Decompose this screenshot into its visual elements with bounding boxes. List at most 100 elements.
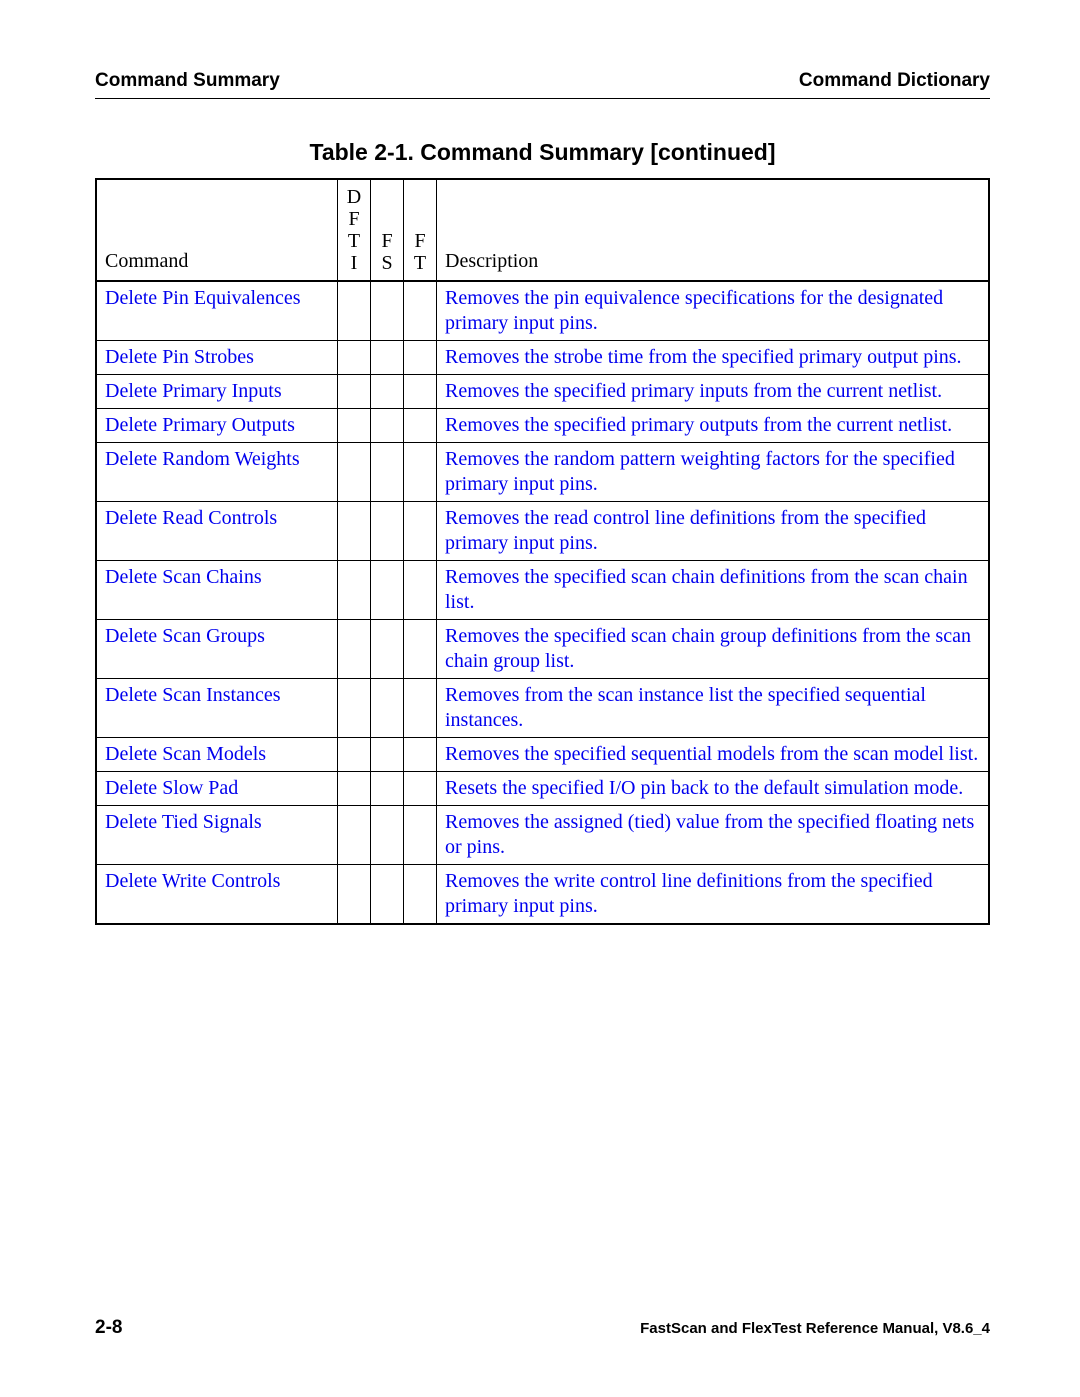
- col-description: Description: [437, 179, 990, 281]
- cell-command: Delete Slow Pad: [96, 772, 338, 806]
- command-link[interactable]: Delete Pin Strobes: [105, 346, 254, 368]
- command-summary-table: Command D F T I F S F T Description Dele…: [95, 178, 990, 925]
- table-row: Delete Slow Pad Resets the specified I/O …: [96, 772, 989, 806]
- description-text: Removes the assigned (tied) value from t…: [445, 811, 974, 858]
- command-link[interactable]: Delete Random Weights: [105, 448, 300, 470]
- table-row: Delete Pin Strobes Removes the strobe tim…: [96, 341, 989, 375]
- command-link[interactable]: Delete Primary Outputs: [105, 414, 295, 436]
- cell-dfti: [338, 502, 371, 561]
- table-row: Delete Primary Inputs Removes the specifi…: [96, 375, 989, 409]
- cell-ft: [404, 738, 437, 772]
- command-link[interactable]: Delete Primary Inputs: [105, 380, 282, 402]
- cell-dfti: [338, 620, 371, 679]
- cell-fs: [371, 375, 404, 409]
- cell-fs: [371, 409, 404, 443]
- table-row: Delete Scan Models Removes the specified …: [96, 738, 989, 772]
- cell-description: Removes the write control line definitio…: [437, 865, 990, 925]
- cell-description: Removes the strobe time from the specifi…: [437, 341, 990, 375]
- cell-ft: [404, 806, 437, 865]
- cell-command: Delete Tied Signals: [96, 806, 338, 865]
- command-link[interactable]: Delete Tied Signals: [105, 811, 262, 833]
- table-row: Delete Tied Signals Removes the assigned …: [96, 806, 989, 865]
- description-text: Removes the pin equivalence specificatio…: [445, 287, 943, 334]
- footer-manual: FastScan and FlexTest Reference Manual, …: [640, 1320, 990, 1337]
- cell-ft: [404, 443, 437, 502]
- cell-dfti: [338, 806, 371, 865]
- page: Command Summary Command Dictionary Table…: [0, 0, 1080, 1397]
- description-text: Removes the specified sequential models …: [445, 743, 978, 765]
- table-row: Delete Primary Outputs Removes the specif…: [96, 409, 989, 443]
- cell-fs: [371, 281, 404, 341]
- footer-page: 2-8: [95, 1317, 122, 1339]
- description-text: Removes the read control line definition…: [445, 507, 926, 554]
- col-fs: F S: [371, 179, 404, 281]
- description-text: Removes the specified scan chain definit…: [445, 566, 968, 613]
- description-text: Removes the strobe time from the specifi…: [445, 346, 962, 368]
- cell-description: Removes the specified sequential models …: [437, 738, 990, 772]
- command-link[interactable]: Delete Scan Chains: [105, 566, 262, 588]
- table-row: Delete Pin Equivalences Removes the pin e…: [96, 281, 989, 341]
- cell-ft: [404, 502, 437, 561]
- table-header-row: Command D F T I F S F T Description: [96, 179, 989, 281]
- cell-description: Removes the specified primary outputs fr…: [437, 409, 990, 443]
- cell-dfti: [338, 738, 371, 772]
- description-text: Removes the write control line definitio…: [445, 870, 933, 917]
- page-footer: 2-8 FastScan and FlexTest Reference Manu…: [95, 1317, 990, 1339]
- cell-dfti: [338, 375, 371, 409]
- cell-command: Delete Write Controls: [96, 865, 338, 925]
- cell-command: Delete Scan Groups: [96, 620, 338, 679]
- cell-ft: [404, 281, 437, 341]
- description-text: Removes the specified primary inputs fro…: [445, 380, 942, 402]
- col-ft: F T: [404, 179, 437, 281]
- command-link[interactable]: Delete Pin Equivalences: [105, 287, 301, 309]
- cell-dfti: [338, 341, 371, 375]
- cell-ft: [404, 865, 437, 925]
- cell-command: Delete Scan Chains: [96, 561, 338, 620]
- cell-description: Removes the assigned (tied) value from t…: [437, 806, 990, 865]
- cell-command: Delete Scan Models: [96, 738, 338, 772]
- description-text: Removes the specified scan chain group d…: [445, 625, 971, 672]
- cell-description: Removes the pin equivalence specificatio…: [437, 281, 990, 341]
- command-link[interactable]: Delete Write Controls: [105, 870, 280, 892]
- cell-command: Delete Pin Equivalences: [96, 281, 338, 341]
- cell-ft: [404, 620, 437, 679]
- cell-ft: [404, 341, 437, 375]
- cell-description: Removes from the scan instance list the …: [437, 679, 990, 738]
- header-left: Command Summary: [95, 70, 280, 92]
- command-link[interactable]: Delete Scan Instances: [105, 684, 280, 706]
- cell-fs: [371, 865, 404, 925]
- cell-fs: [371, 502, 404, 561]
- cell-command: Delete Primary Inputs: [96, 375, 338, 409]
- cell-ft: [404, 679, 437, 738]
- cell-description: Removes the specified primary inputs fro…: [437, 375, 990, 409]
- cell-description: Removes the read control line definition…: [437, 502, 990, 561]
- cell-description: Removes the specified scan chain definit…: [437, 561, 990, 620]
- description-text: Removes the random pattern weighting fac…: [445, 448, 955, 495]
- cell-dfti: [338, 561, 371, 620]
- cell-dfti: [338, 443, 371, 502]
- cell-description: Resets the specified I/O pin back to the…: [437, 772, 990, 806]
- command-link[interactable]: Delete Scan Groups: [105, 625, 265, 647]
- cell-fs: [371, 341, 404, 375]
- command-link[interactable]: Delete Read Controls: [105, 507, 277, 529]
- table-title: Table 2-1. Command Summary [continued]: [95, 139, 990, 166]
- cell-command: Delete Random Weights: [96, 443, 338, 502]
- table-row: Delete Scan Instances Removes from the sc…: [96, 679, 989, 738]
- description-text: Resets the specified I/O pin back to the…: [445, 777, 963, 799]
- table-row: Delete Random Weights Removes the random …: [96, 443, 989, 502]
- table-row: Delete Scan Chains Removes the specified …: [96, 561, 989, 620]
- cell-description: Removes the random pattern weighting fac…: [437, 443, 990, 502]
- cell-fs: [371, 620, 404, 679]
- description-text: Removes the specified primary outputs fr…: [445, 414, 952, 436]
- command-link[interactable]: Delete Slow Pad: [105, 777, 238, 799]
- cell-dfti: [338, 772, 371, 806]
- col-dfti: D F T I: [338, 179, 371, 281]
- cell-command: Delete Pin Strobes: [96, 341, 338, 375]
- cell-fs: [371, 772, 404, 806]
- cell-ft: [404, 772, 437, 806]
- table-row: Delete Scan Groups Removes the specified …: [96, 620, 989, 679]
- description-text: Removes from the scan instance list the …: [445, 684, 926, 731]
- command-link[interactable]: Delete Scan Models: [105, 743, 266, 765]
- table-row: Delete Write Controls Removes the write c…: [96, 865, 989, 925]
- table-row: Delete Read Controls Removes the read con…: [96, 502, 989, 561]
